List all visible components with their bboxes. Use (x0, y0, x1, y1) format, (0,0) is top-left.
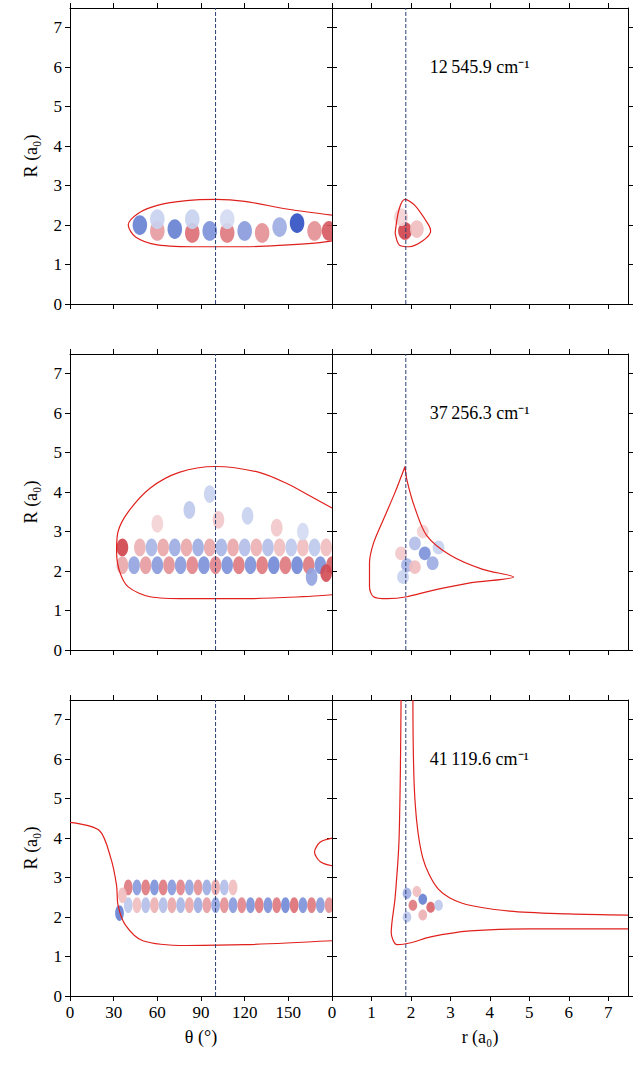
svg-text:R (a₀): R (a₀) (21, 827, 42, 870)
svg-text:4: 4 (54, 829, 63, 848)
svg-text:0: 0 (328, 1003, 337, 1022)
svg-text:120: 120 (232, 1003, 257, 1022)
svg-text:2: 2 (54, 908, 63, 927)
svg-text:6: 6 (565, 1003, 574, 1022)
svg-text:4: 4 (486, 1003, 495, 1022)
svg-text:12 545.9 cm⁻¹: 12 545.9 cm⁻¹ (430, 57, 530, 77)
svg-text:5: 5 (54, 97, 63, 116)
svg-text:90: 90 (193, 1003, 210, 1022)
svg-text:4: 4 (54, 137, 63, 156)
svg-text:R (a₀): R (a₀) (21, 135, 42, 178)
svg-text:2: 2 (54, 562, 63, 581)
svg-text:7: 7 (54, 710, 63, 729)
svg-text:7: 7 (604, 1003, 613, 1022)
svg-text:30: 30 (105, 1003, 122, 1022)
svg-text:0: 0 (54, 987, 63, 1006)
svg-text:7: 7 (54, 18, 63, 37)
svg-text:3: 3 (54, 868, 63, 887)
svg-text:0: 0 (54, 641, 63, 660)
svg-text:6: 6 (54, 750, 63, 769)
svg-text:5: 5 (54, 443, 63, 462)
svg-text:5: 5 (54, 789, 63, 808)
svg-text:1: 1 (367, 1003, 376, 1022)
svg-text:R (a₀): R (a₀) (21, 481, 42, 524)
svg-text:2: 2 (407, 1003, 416, 1022)
svg-text:60: 60 (149, 1003, 166, 1022)
svg-text:3: 3 (446, 1003, 455, 1022)
svg-text:150: 150 (276, 1003, 302, 1022)
svg-text:1: 1 (54, 601, 63, 620)
svg-text:37 256.3 cm⁻¹: 37 256.3 cm⁻¹ (430, 403, 530, 423)
svg-text:3: 3 (54, 176, 63, 195)
svg-text:6: 6 (54, 404, 63, 423)
svg-text:0: 0 (54, 295, 63, 314)
svg-text:0: 0 (66, 1003, 75, 1022)
svg-text:7: 7 (54, 364, 63, 383)
svg-text:r (a₀): r (a₀) (462, 1027, 499, 1048)
svg-text:θ (°): θ (°) (185, 1027, 217, 1048)
svg-text:1: 1 (54, 255, 63, 274)
svg-text:41 119.6 cm⁻¹: 41 119.6 cm⁻¹ (430, 749, 529, 769)
svg-text:6: 6 (54, 58, 63, 77)
svg-text:2: 2 (54, 216, 63, 235)
svg-text:1: 1 (54, 947, 63, 966)
svg-text:4: 4 (54, 483, 63, 502)
svg-text:3: 3 (54, 522, 63, 541)
svg-text:5: 5 (525, 1003, 534, 1022)
